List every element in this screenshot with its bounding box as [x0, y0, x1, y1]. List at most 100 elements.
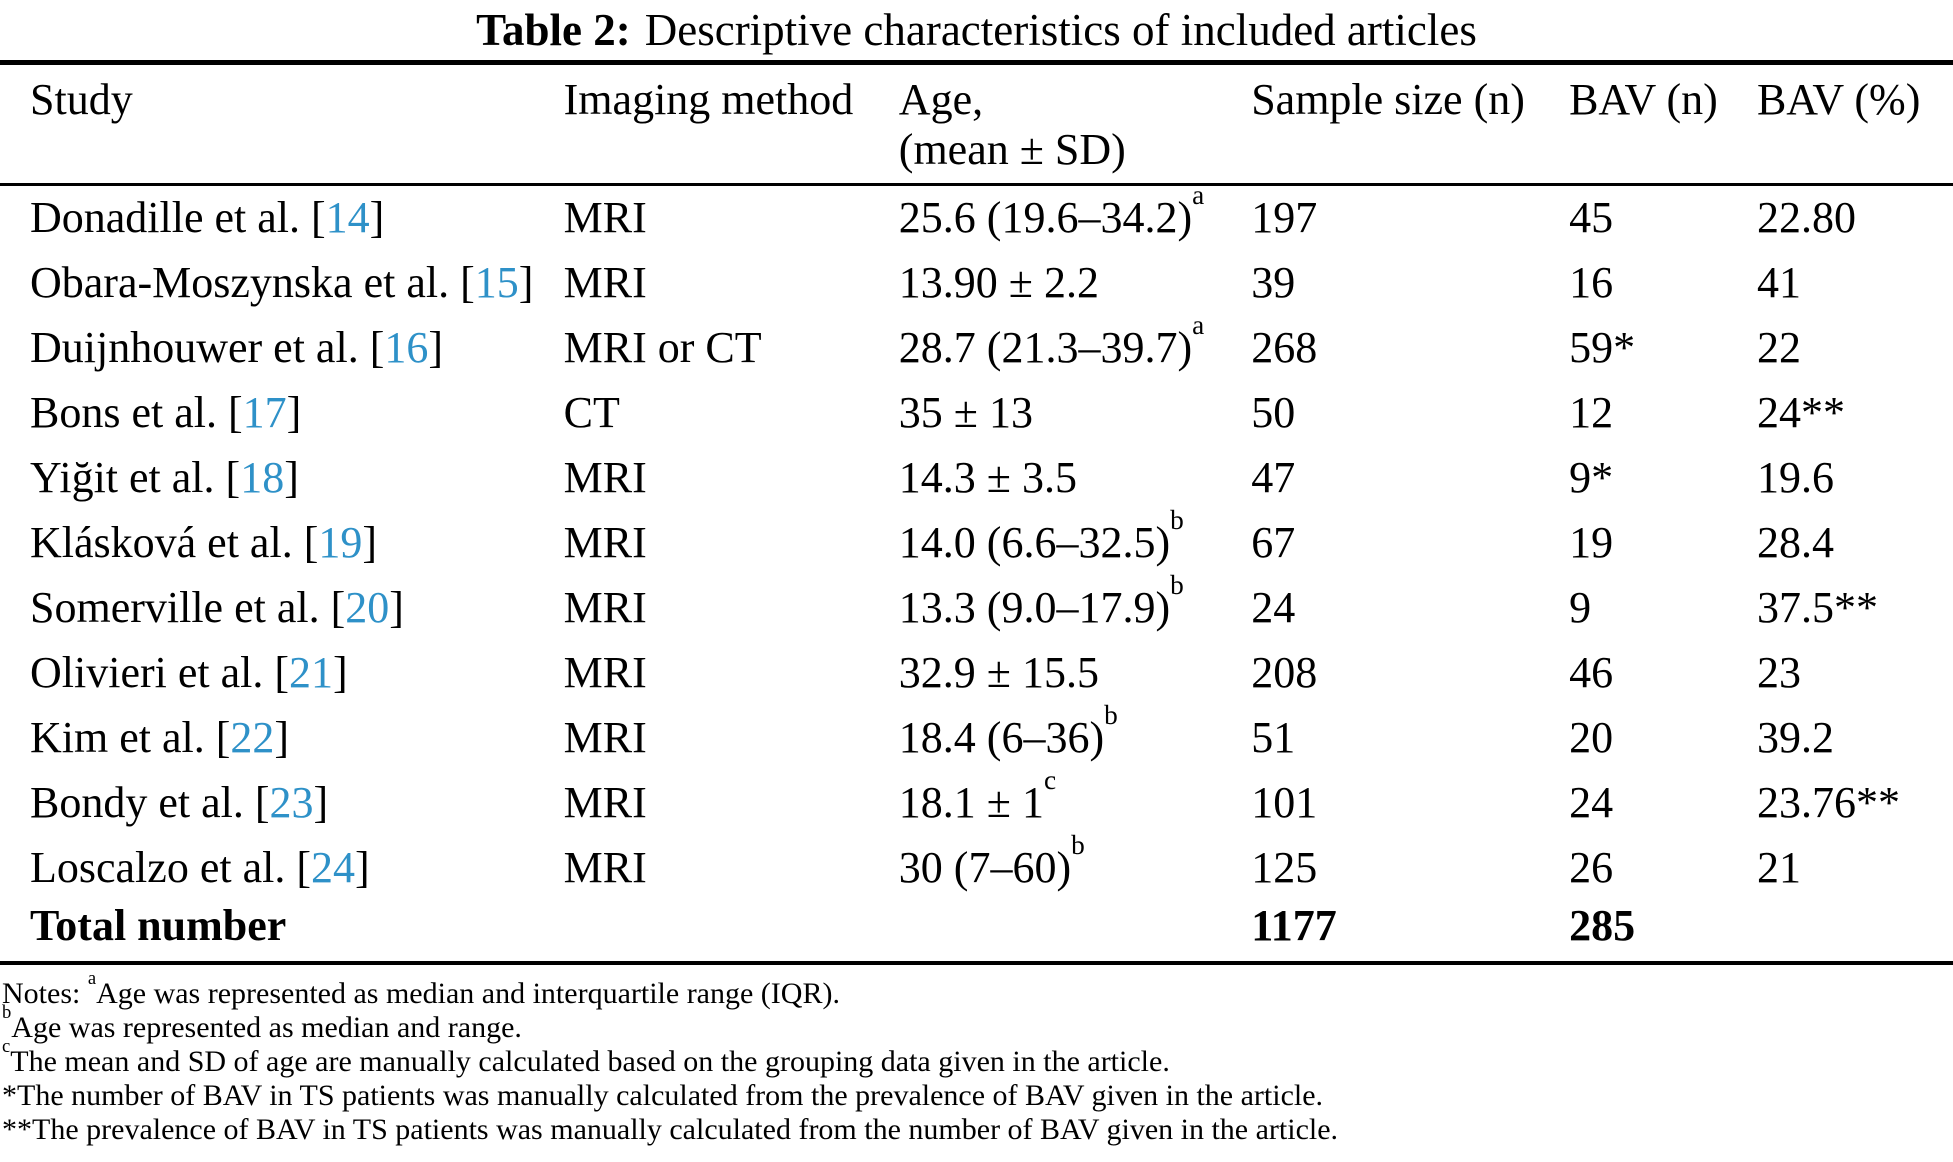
imaging-method-cell: MRI	[563, 583, 647, 632]
citation-open-bracket: [	[311, 193, 326, 242]
age-cell: 13.3 (9.0–17.9)b	[899, 571, 1251, 641]
bav-n-cell: 12	[1569, 388, 1614, 437]
sample-size-cell: 125	[1251, 843, 1318, 892]
citation-open-bracket: [	[296, 843, 311, 892]
bav-pct-cell: 22	[1756, 323, 1801, 372]
age-value: 14.0 (6.6–32.5)	[898, 518, 1171, 567]
age-value: 32.9 ± 15.5	[898, 648, 1099, 697]
study-name: Olivieri et al.	[30, 648, 264, 697]
study-name: Somerville et al.	[30, 583, 320, 632]
citation-number[interactable]: 24	[310, 843, 355, 892]
citation-open-bracket: [	[227, 388, 243, 437]
citation-number[interactable]: 18	[240, 453, 285, 502]
study-cell: Bondy et al. [23]	[0, 771, 564, 836]
age-value: 14.3 ± 3.5	[898, 453, 1077, 502]
study-cell: Kim et al. [22]	[0, 706, 564, 771]
age-cell: 18.1 ± 1c	[899, 766, 1251, 836]
age-cell: 14.3 ± 3.5	[899, 446, 1251, 511]
table-row: Loscalzo et al. [24] MRI 30 (7–60)b 125 …	[0, 831, 1953, 901]
table-body: Donadille et al. [14] MRI 25.6 (19.6–34.…	[0, 181, 1953, 902]
note-superscript: c	[2, 1035, 11, 1057]
total-sample-size: 1177	[1251, 901, 1337, 950]
imaging-method-cell: CT	[563, 388, 620, 437]
age-cell: 13.90 ± 2.2	[899, 251, 1251, 316]
bav-n-cell: 9*	[1569, 453, 1614, 502]
citation-number[interactable]: 23	[269, 778, 314, 827]
column-header-sample-size: Sample size (n)	[1251, 75, 1525, 124]
table-row: Bondy et al. [23] MRI 18.1 ± 1c 101 24 2…	[0, 766, 1953, 836]
table-row: Bons et al. [17] CT 35 ± 13 50 12 24**	[0, 381, 1953, 446]
age-cell: 28.7 (21.3–39.7)a	[899, 311, 1251, 381]
age-cell: 14.0 (6.6–32.5)b	[898, 506, 1251, 576]
study-name: Donadille et al.	[30, 193, 301, 242]
study-cell: Duijnhouwer et al. [16]	[0, 316, 564, 381]
citation-number[interactable]: 14	[325, 193, 370, 242]
citation-number[interactable]: 16	[384, 323, 429, 372]
table-caption-label: Table 2:	[476, 5, 631, 55]
study-name: Bondy et al.	[30, 778, 244, 827]
citation-close-bracket: ]	[518, 258, 534, 307]
citation-number[interactable]: 20	[345, 583, 390, 632]
empty-cell	[1757, 901, 1953, 963]
citation-number[interactable]: 15	[474, 258, 519, 307]
citation-open-bracket: [	[254, 778, 270, 827]
citation-number[interactable]: 19	[318, 518, 363, 567]
imaging-method-cell: MRI	[563, 193, 647, 242]
column-header-bav-pct: BAV (%)	[1756, 75, 1921, 124]
study-cell: Somerville et al. [20]	[0, 576, 564, 641]
column-header-study: Study	[30, 75, 133, 124]
sample-size-cell: 67	[1251, 518, 1296, 567]
study-cell: Bons et al. [17]	[0, 381, 564, 446]
age-superscript: a	[1192, 310, 1205, 341]
study-cell: Yiğit et al. [18]	[0, 446, 564, 511]
note-line: *The number of BAV in TS patients was ma…	[2, 1079, 1324, 1112]
age-value: 30 (7–60)	[898, 843, 1072, 892]
study-cell: Loscalzo et al. [24]	[0, 836, 564, 901]
table-row: Somerville et al. [20] MRI 13.3 (9.0–17.…	[0, 571, 1953, 641]
citation-open-bracket: [	[460, 258, 475, 307]
sample-size-cell: 101	[1251, 778, 1318, 827]
imaging-method-cell: MRI	[563, 843, 647, 892]
age-cell: 35 ± 13	[899, 381, 1251, 446]
bav-pct-cell: 37.5**	[1756, 583, 1878, 632]
imaging-method-cell: MRI or CT	[563, 323, 762, 372]
age-superscript: b	[1104, 700, 1118, 731]
citation-number[interactable]: 17	[242, 388, 287, 437]
citation-close-bracket: ]	[354, 843, 370, 892]
age-cell: 25.6 (19.6–34.2)a	[899, 181, 1251, 252]
sample-size-cell: 268	[1251, 323, 1318, 372]
table-row: Kim et al. [22] MRI 18.4 (6–36)b 51 20 3…	[0, 701, 1953, 771]
bav-n-cell: 24	[1569, 778, 1614, 827]
study-cell: Donadille et al. [14]	[0, 185, 564, 252]
table-row: Obara-Moszynska et al. [15] MRI 13.90 ± …	[0, 251, 1953, 316]
citation-close-bracket: ]	[284, 453, 299, 502]
age-value: 18.4 (6–36)	[898, 713, 1105, 762]
study-name: Yiğit et al.	[30, 453, 215, 502]
bav-pct-cell: 28.4	[1756, 518, 1834, 567]
column-header-imaging-method: Imaging method	[563, 75, 854, 124]
bav-n-cell: 59*	[1569, 323, 1636, 372]
citation-open-bracket: [	[274, 648, 290, 697]
study-cell: Klásková et al. [19]	[0, 511, 564, 576]
age-superscript: b	[1170, 570, 1184, 601]
bav-pct-cell: 19.6	[1756, 453, 1834, 502]
imaging-method-cell: MRI	[563, 518, 647, 567]
table-notes: Notes: aAge was represented as median an…	[0, 965, 1953, 1147]
bav-n-cell: 26	[1569, 843, 1614, 892]
citation-number[interactable]: 21	[289, 648, 334, 697]
age-value: 35 ± 13	[898, 388, 1033, 437]
total-bav-n: 285	[1569, 901, 1636, 950]
study-name: Duijnhouwer et al.	[30, 323, 359, 372]
bav-pct-cell: 23.76**	[1756, 778, 1900, 827]
citation-open-bracket: [	[225, 453, 241, 502]
bav-n-cell: 16	[1569, 258, 1614, 307]
bav-pct-cell: 24**	[1756, 388, 1845, 437]
citation-number[interactable]: 22	[230, 713, 275, 762]
study-name: Bons et al.	[30, 388, 217, 437]
citation-close-bracket: ]	[286, 388, 302, 437]
column-header-age: Age, (mean ± SD)	[899, 63, 1251, 185]
sample-size-cell: 50	[1251, 388, 1296, 437]
study-name: Obara-Moszynska et al.	[30, 258, 450, 307]
table-row: Donadille et al. [14] MRI 25.6 (19.6–34.…	[0, 181, 1953, 252]
sample-size-cell: 47	[1251, 453, 1296, 502]
